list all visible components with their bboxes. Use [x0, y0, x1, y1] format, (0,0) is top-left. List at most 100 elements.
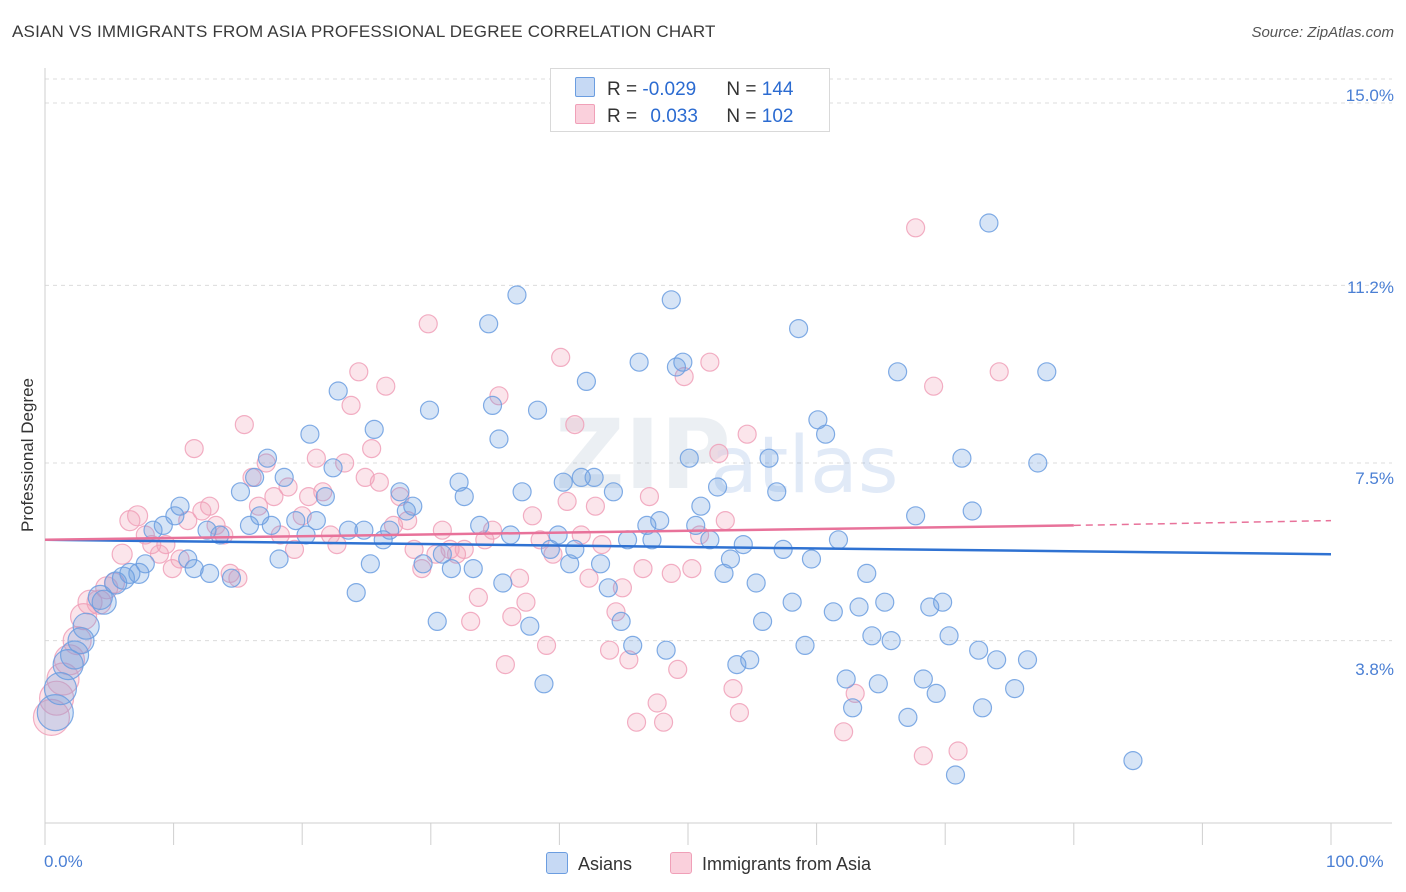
legend-r-label: R = — [607, 79, 643, 100]
y-tick-label: 11.2% — [1347, 278, 1394, 297]
immigrants-point — [834, 722, 854, 742]
asians-point — [773, 539, 793, 560]
asians-point — [200, 563, 220, 584]
asians-point — [197, 520, 217, 540]
legend-swatch-pink — [575, 104, 595, 124]
asians-point — [746, 573, 766, 593]
asians-point — [257, 448, 278, 468]
asians-point — [888, 362, 908, 382]
asians-point — [714, 563, 734, 584]
immigrants-point — [845, 683, 865, 704]
immigrants-swatch — [670, 852, 692, 874]
asians-point — [656, 640, 676, 660]
asians-point — [419, 400, 440, 420]
asians-point — [170, 496, 190, 516]
immigrants-point — [682, 558, 702, 579]
immigrants-point — [418, 314, 438, 334]
immigrants-point — [206, 515, 226, 536]
asians-point — [91, 589, 117, 615]
asians-point — [135, 554, 155, 574]
immigrants-point — [674, 367, 694, 387]
asians-swatch — [546, 852, 568, 874]
asians-point — [315, 487, 335, 507]
asians-point — [1123, 750, 1143, 771]
immigrants-point — [989, 362, 1009, 382]
immigrants-point — [495, 654, 515, 675]
immigrants-point — [278, 477, 298, 497]
immigrants-point — [502, 606, 522, 627]
legend-n-value: 144 — [761, 79, 794, 100]
watermark-zip: ZIP — [555, 399, 731, 511]
immigrants-point — [398, 510, 418, 531]
asians-point — [1005, 678, 1025, 699]
immigrants-point — [571, 525, 591, 545]
asians-point — [788, 319, 809, 339]
immigrants-point — [599, 640, 620, 660]
asians-point — [239, 515, 260, 536]
asians-point — [650, 510, 670, 531]
asians-point — [828, 530, 849, 550]
asians-point — [482, 395, 503, 415]
asians-point — [479, 314, 499, 334]
asians-point — [939, 626, 959, 646]
asians-point — [603, 482, 624, 502]
asians-point — [87, 584, 113, 611]
immigrants-point — [592, 534, 612, 555]
asians-point — [926, 683, 946, 704]
asians-point — [920, 597, 940, 617]
immigrants-point — [461, 611, 481, 632]
asians-point — [245, 467, 265, 487]
y-tick-label: 15.0% — [1345, 86, 1394, 105]
immigrants-point — [700, 352, 720, 372]
y-tick-label: 7.5% — [1355, 469, 1394, 488]
immigrants-point — [432, 520, 452, 540]
asians-point — [590, 554, 611, 574]
legend-n-label: N = — [726, 106, 762, 127]
immigrants-point — [516, 592, 536, 612]
asians-point — [210, 525, 230, 545]
asians-point — [500, 525, 521, 545]
asians-point — [548, 525, 568, 545]
immigrants-point — [661, 563, 681, 584]
immigrants-point — [913, 746, 933, 766]
asians-point — [427, 611, 447, 632]
immigrants-point — [565, 415, 585, 435]
legend-n-value: 102 — [761, 106, 794, 127]
asians-point — [300, 424, 320, 444]
chart-title: ASIAN VS IMMIGRANTS FROM ASIA PROFESSION… — [12, 22, 716, 41]
asians-point — [752, 611, 773, 632]
asians-label: Asians — [578, 854, 633, 874]
asians-point — [553, 472, 573, 492]
asians-point — [972, 698, 993, 718]
immigrants-point — [264, 487, 284, 507]
asians-point — [969, 640, 989, 660]
immigrants-point — [341, 395, 361, 415]
asians-point — [679, 448, 699, 468]
asians-point — [286, 510, 306, 531]
immigrants-point — [234, 415, 254, 435]
bottom-legend-immigrants[interactable]: Immigrants from Asia — [670, 852, 871, 875]
asians-point — [868, 674, 888, 694]
bottom-legend-asians[interactable]: Asians — [546, 852, 632, 875]
immigrants-trend-extension — [1073, 519, 1332, 527]
asians-point — [767, 482, 787, 502]
asians-point — [565, 539, 585, 560]
immigrants-point — [633, 558, 653, 579]
asians-point — [449, 472, 469, 492]
immigrants-point — [284, 539, 305, 560]
asians-point — [274, 467, 294, 487]
immigrants-point — [126, 505, 149, 527]
asians-point — [165, 506, 185, 526]
asians-point — [520, 616, 540, 636]
asians-point — [1028, 453, 1048, 473]
immigrants-point — [390, 487, 410, 507]
asians-point — [906, 506, 926, 526]
asians-point — [836, 669, 856, 689]
x-tick-label-min: 0.0% — [44, 852, 83, 871]
legend-row-asians: R = -0.029 N = 144 — [575, 77, 793, 101]
immigrants-point — [522, 506, 542, 526]
asians-point — [759, 448, 779, 468]
asians-point — [862, 626, 882, 646]
asians-point — [221, 568, 242, 588]
asians-point — [72, 612, 100, 640]
